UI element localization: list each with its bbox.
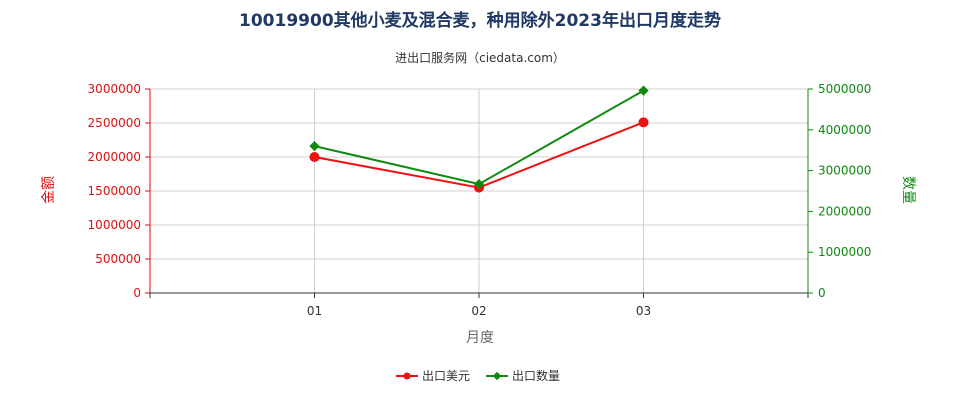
chart-title: 10019900其他小麦及混合麦，种用除外2023年出口月度走势 xyxy=(239,10,721,31)
legend-label-export-usd: 出口美元 xyxy=(422,369,470,383)
axes xyxy=(145,88,813,298)
y-right-tick-label: 3000000 xyxy=(818,164,871,178)
series-1-point[interactable] xyxy=(638,85,649,96)
y-left-axis-title: 金额 xyxy=(41,176,57,204)
y-left-tick-label: 500000 xyxy=(95,252,141,266)
y-left-tick-label: 2500000 xyxy=(88,116,141,130)
legend-label-export-qty: 出口数量 xyxy=(512,368,560,383)
y-right-tick-label: 1000000 xyxy=(818,245,871,259)
legend-item-export-qty[interactable]: 出口数量 xyxy=(486,368,560,383)
legend-item-export-usd[interactable]: 出口美元 xyxy=(396,369,470,383)
legend: 出口美元 出口数量 xyxy=(396,368,560,383)
y-right-axis-title: 数量 xyxy=(900,176,916,204)
chart-subtitle: 进出口服务网（ciedata.com） xyxy=(395,50,565,65)
y-left-tick-label: 1000000 xyxy=(88,218,141,232)
y-right-tick-label: 0 xyxy=(818,286,826,300)
series-0-point[interactable] xyxy=(638,117,649,128)
series-1-point[interactable] xyxy=(473,178,485,190)
y-left-tick-label: 3000000 xyxy=(88,82,141,96)
x-tick-label: 02 xyxy=(471,304,486,318)
x-tick-label: 01 xyxy=(307,304,322,318)
legend-marker-export-qty xyxy=(492,371,502,381)
y-left-tick-label: 2000000 xyxy=(88,150,141,164)
series-layer xyxy=(309,85,649,193)
x-tick-label: 03 xyxy=(636,304,651,318)
x-axis-title: 月度 xyxy=(466,330,494,346)
y-left-tick-label: 1500000 xyxy=(88,184,141,198)
series-1-point[interactable] xyxy=(309,141,320,152)
series-0-point[interactable] xyxy=(309,152,320,162)
y-right-tick-label: 5000000 xyxy=(818,82,871,96)
legend-marker-export-usd xyxy=(403,372,411,380)
y-right-tick-label: 4000000 xyxy=(818,123,871,137)
tick-labels: 0 500000 1000000 1500000 2000000 2500000 30000… xyxy=(88,82,872,318)
y-left-tick-label: 0 xyxy=(133,286,141,300)
y-right-tick-label: 2000000 xyxy=(818,204,871,218)
